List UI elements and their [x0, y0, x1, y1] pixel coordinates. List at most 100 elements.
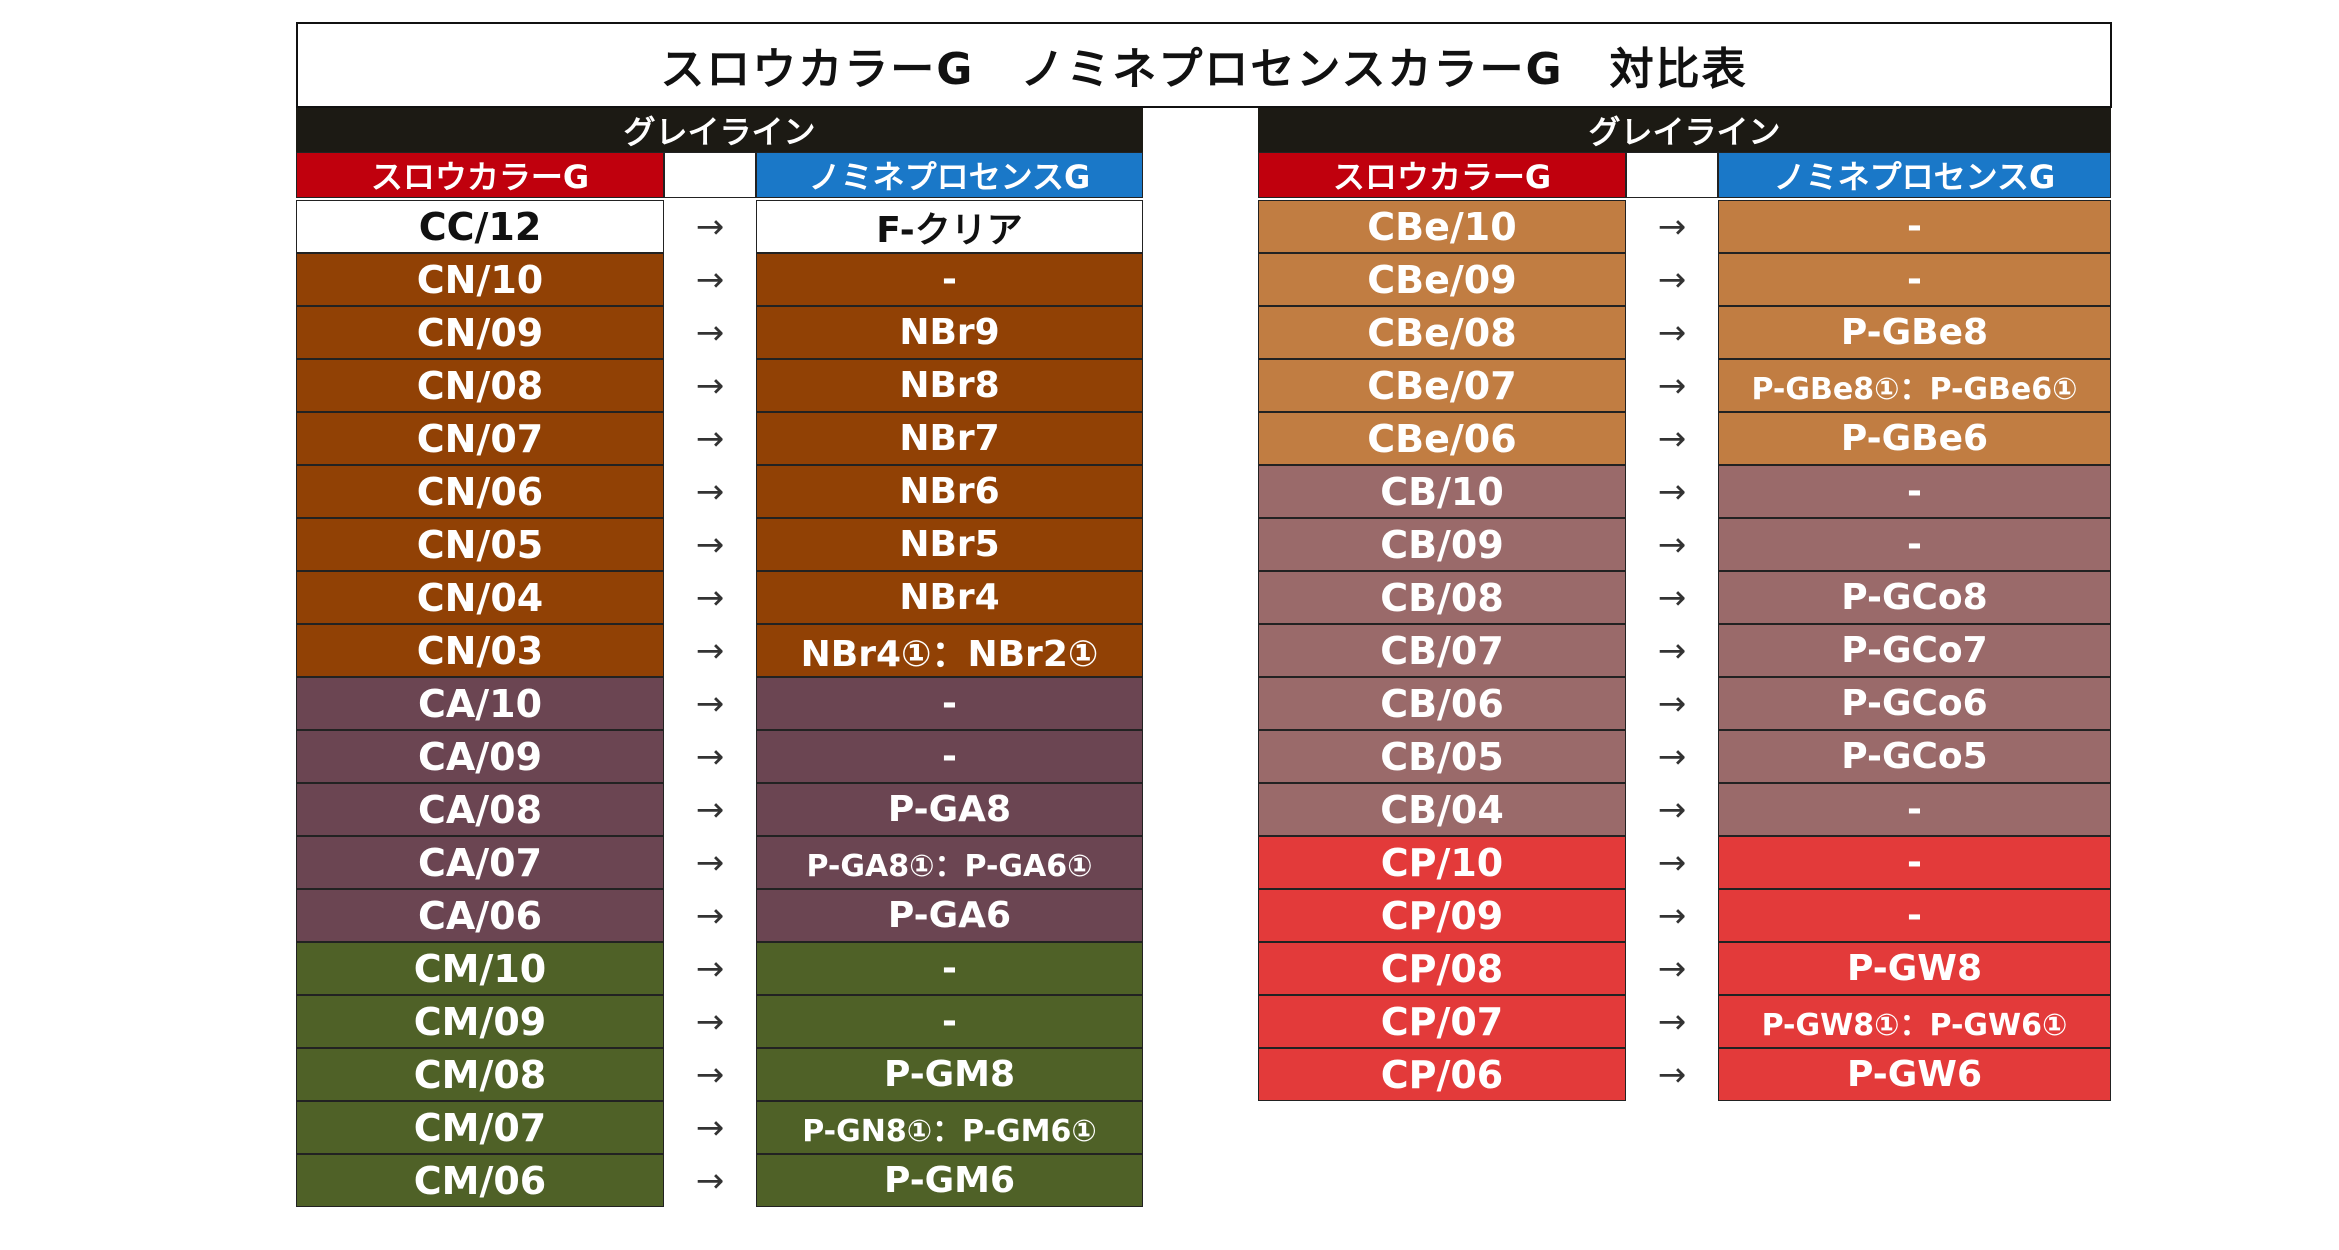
column-header-blank: [664, 152, 756, 198]
table-row: CBe/06 → P-GBe6: [1258, 412, 2111, 465]
table-row: CP/06 → P-GW6: [1258, 1048, 2111, 1101]
slow-color-code: CBe/09: [1258, 253, 1626, 306]
nomine-procense-code: P-GA8①：P-GA6①: [756, 836, 1143, 889]
slow-color-code: CBe/07: [1258, 359, 1626, 412]
right-arrow-icon: →: [695, 736, 725, 777]
slow-color-code: CN/09: [296, 306, 664, 359]
slow-color-code: CA/10: [296, 677, 664, 730]
nomine-procense-code: P-GA6: [756, 889, 1143, 942]
table-row: CN/03 → NBr4①：NBr2①: [296, 624, 1143, 677]
right-arrow-icon: →: [695, 1054, 725, 1095]
slow-color-code: CA/09: [296, 730, 664, 783]
slow-color-code: CM/09: [296, 995, 664, 1048]
nomine-procense-code: -: [1718, 836, 2111, 889]
table-row: CN/08 → NBr8: [296, 359, 1143, 412]
right-arrow-icon: →: [1657, 789, 1687, 830]
slow-color-code: CA/06: [296, 889, 664, 942]
table-row: CBe/10 → -: [1258, 200, 2111, 253]
nomine-procense-code: -: [1718, 783, 2111, 836]
right-arrow-icon: →: [695, 842, 725, 883]
nomine-procense-code: -: [1718, 200, 2111, 253]
right-arrow-icon: →: [695, 206, 725, 247]
nomine-procense-code: P-GBe8: [1718, 306, 2111, 359]
nomine-procense-code: P-GW8: [1718, 942, 2111, 995]
table-row: CB/08 → P-GCo8: [1258, 571, 2111, 624]
nomine-procense-code: -: [756, 677, 1143, 730]
right-arrow-icon: →: [1657, 259, 1687, 300]
column-header-nomine-procense: ノミネプロセンスG: [756, 152, 1143, 198]
right-arrow-icon: →: [1657, 630, 1687, 671]
nomine-procense-code: -: [1718, 889, 2111, 942]
slow-color-code: CN/06: [296, 465, 664, 518]
nomine-procense-code: P-GCo6: [1718, 677, 2111, 730]
table-row: CN/06 → NBr6: [296, 465, 1143, 518]
slow-color-code: CN/05: [296, 518, 664, 571]
table-row: CP/09 → -: [1258, 889, 2111, 942]
table-row: CA/07 → P-GA8①：P-GA6①: [296, 836, 1143, 889]
nomine-procense-code: -: [756, 942, 1143, 995]
slow-color-code: CBe/10: [1258, 200, 1626, 253]
right-arrow-icon: →: [695, 948, 725, 989]
nomine-procense-code: NBr4①：NBr2①: [756, 624, 1143, 677]
right-arrow-icon: →: [1657, 948, 1687, 989]
right-arrow-icon: →: [695, 1160, 725, 1201]
slow-color-code: CP/07: [1258, 995, 1626, 1048]
right-arrow-icon: →: [695, 789, 725, 830]
nomine-procense-code: NBr5: [756, 518, 1143, 571]
comparison-table-frame: スロウカラーG ノミネプロセンスカラーG 対比表 グレイライン スロウカラーG …: [296, 22, 2112, 1222]
table-row: CB/05 → P-GCo5: [1258, 730, 2111, 783]
right-arrow-icon: →: [695, 418, 725, 459]
slow-color-code: CB/10: [1258, 465, 1626, 518]
table-row: CM/08 → P-GM8: [296, 1048, 1143, 1101]
nomine-procense-code: P-GM6: [756, 1154, 1143, 1207]
slow-color-code: CB/07: [1258, 624, 1626, 677]
nomine-procense-code: -: [1718, 465, 2111, 518]
slow-color-code: CM/07: [296, 1101, 664, 1154]
slow-color-code: CA/07: [296, 836, 664, 889]
nomine-procense-code: P-GCo8: [1718, 571, 2111, 624]
slow-color-code: CP/09: [1258, 889, 1626, 942]
right-arrow-icon: →: [695, 259, 725, 300]
nomine-procense-code: P-GM8: [756, 1048, 1143, 1101]
nomine-procense-code: P-GW6: [1718, 1048, 2111, 1101]
slow-color-code: CM/08: [296, 1048, 664, 1101]
right-arrow-icon: →: [695, 895, 725, 936]
table-row: CBe/07 → P-GBe8①：P-GBe6①: [1258, 359, 2111, 412]
nomine-procense-code: P-GW8①：P-GW6①: [1718, 995, 2111, 1048]
nomine-procense-code: -: [1718, 253, 2111, 306]
left-rows: CC/12 → F-クリア CN/10 → - CN/09 → NBr9 CN/08 → NBr8 CN…: [296, 200, 1143, 1207]
right-arrow-icon: →: [1657, 1054, 1687, 1095]
nomine-procense-code: NBr7: [756, 412, 1143, 465]
slow-color-code: CB/04: [1258, 783, 1626, 836]
table-row: CN/09 → NBr9: [296, 306, 1143, 359]
column-header-row-left: スロウカラーG ノミネプロセンスG: [296, 152, 1143, 198]
nomine-procense-code: P-GBe6: [1718, 412, 2111, 465]
slow-color-code: CM/06: [296, 1154, 664, 1207]
right-arrow-icon: →: [695, 577, 725, 618]
table-row: CA/08 → P-GA8: [296, 783, 1143, 836]
right-arrow-icon: →: [1657, 736, 1687, 777]
nomine-procense-code: P-GCo7: [1718, 624, 2111, 677]
nomine-procense-code: F-クリア: [756, 200, 1143, 253]
table-row: CP/10 → -: [1258, 836, 2111, 889]
right-arrow-icon: →: [1657, 1001, 1687, 1042]
right-arrow-icon: →: [695, 1107, 725, 1148]
nomine-procense-code: P-GN8①：P-GM6①: [756, 1101, 1143, 1154]
table-row: CN/04 → NBr4: [296, 571, 1143, 624]
table-row: CA/09 → -: [296, 730, 1143, 783]
right-panel: グレイライン スロウカラーG ノミネプロセンスG CBe/10 → - CBe/09 →…: [1258, 108, 2111, 1101]
column-header-blank: [1626, 152, 1718, 198]
table-row: CA/06 → P-GA6: [296, 889, 1143, 942]
column-header-slow-color: スロウカラーG: [296, 152, 664, 198]
table-row: CBe/09 → -: [1258, 253, 2111, 306]
right-arrow-icon: →: [1657, 471, 1687, 512]
column-header-slow-color: スロウカラーG: [1258, 152, 1626, 198]
slow-color-code: CB/09: [1258, 518, 1626, 571]
right-arrow-icon: →: [1657, 683, 1687, 724]
group-header-right: グレイライン: [1258, 108, 2111, 152]
right-arrow-icon: →: [1657, 524, 1687, 565]
slow-color-code: CN/10: [296, 253, 664, 306]
nomine-procense-code: -: [756, 253, 1143, 306]
nomine-procense-code: P-GA8: [756, 783, 1143, 836]
group-header-left: グレイライン: [296, 108, 1143, 152]
